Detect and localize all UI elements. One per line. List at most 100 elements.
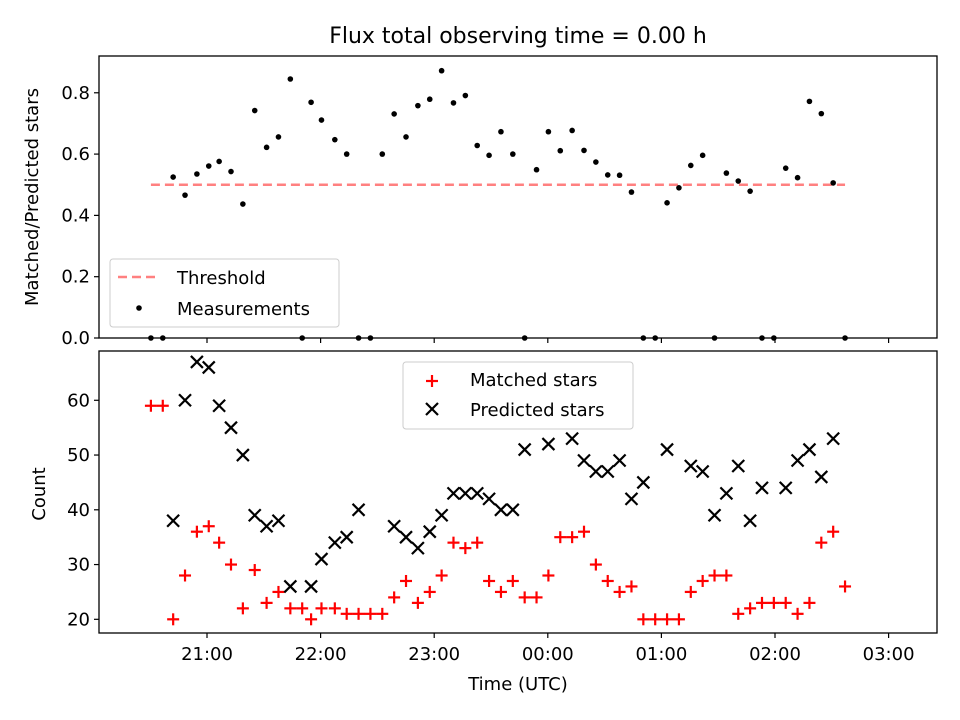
matched-star-point [566,531,579,544]
predicted-star-point [339,530,354,544]
measurement-point [711,335,718,341]
measurement-point [830,180,836,186]
measurement-point [474,142,481,149]
top-legend-box [109,258,340,328]
measurement-point [664,200,670,206]
measurement-point [687,162,694,169]
bottom-panel: 20 30 40 50 60 21:00 22:00 23:00 00:00 01:00 02:0… [29,350,938,665]
x-tick-label: 02:00 [749,644,801,665]
legend-matched-swatch [426,375,438,387]
measurement-point [818,110,825,117]
measurement-point [569,127,575,134]
x-axis-label: Time (UTC) [467,674,568,695]
matched-star-point [305,613,318,626]
top-y-tick-label: 0.6 [61,144,90,165]
matched-star-point [767,596,780,609]
predicted-star-point [695,464,710,479]
matched-star-point [625,580,638,593]
predicted-star-point [707,508,722,523]
predicted-star-point [212,398,226,413]
measurement-point [391,111,397,117]
matched-star-point [708,569,721,582]
matched-star-point [732,607,745,620]
matched-star-point [494,585,507,598]
predicted-star-point [826,431,840,446]
matched-star-point [236,602,249,615]
measurement-point [699,152,706,159]
matched-star-point [144,399,157,412]
predicted-star-point [224,420,238,435]
x-tick-label: 00:00 [522,644,574,665]
measurement-point [343,151,350,157]
bottom-y-tick-label: 20 [67,609,90,630]
predicted-star-point [283,579,298,594]
measurement-point [794,174,801,181]
top-x-ticks [206,338,890,343]
matched-star-point [260,596,273,609]
matched-star-point [720,569,733,582]
predicted-star-point [517,442,532,457]
measurement-point [318,117,325,123]
matched-star-point [376,607,389,620]
top-y-ticks: 0.0 0.2 0.4 0.6 0.8 [61,83,99,349]
matched-star-point [839,580,852,593]
predicted-star-point [399,530,413,544]
predicted-star-point [190,355,204,369]
matched-star-point [815,536,828,549]
bottom-legend: Matched stars Predicted stars [402,361,634,430]
matched-star-point [435,569,448,582]
top-panel: 0.00.20.40.60.8 Matched/Predicted stars … [22,55,938,349]
matched-star-point [156,399,169,412]
predicted-star-point [589,464,603,479]
measurement-point [426,96,433,103]
top-axes-frame [98,55,938,339]
predicted-star-point [541,437,556,451]
predicted-star-point [387,519,401,534]
matched-star-point [483,574,496,587]
measurement-point [308,99,314,106]
predicted-star-point [351,503,366,517]
matched-star-point [190,525,203,538]
x-tick-label: 21:00 [181,644,233,665]
predicted-star-point [482,492,496,506]
measurement-point [640,335,647,341]
measurement-point [593,159,599,165]
matched-star-point [225,558,238,571]
matched-star-point [471,536,484,549]
bottom-data-layer [144,355,852,626]
predicted-star-point [470,486,484,501]
measurement-point [462,92,469,99]
matched-star-point [400,574,413,587]
top-y-tick-label: 0.0 [61,328,90,349]
matched-star-point [179,569,192,582]
matched-star-point [554,531,567,544]
measurement-point [521,335,528,341]
measurement-point [557,147,564,154]
x-tick-label: 22:00 [295,644,347,665]
measurement-point [355,335,362,341]
predicted-star-point [814,470,829,484]
matched-star-point [284,602,297,615]
matched-star-point [296,602,309,615]
matched-star-point [542,569,555,582]
predicted-star-point [624,492,639,506]
matched-star-point [589,558,602,571]
measurement-point [379,151,386,157]
measurement-point [604,172,611,178]
legend-threshold-label: Threshold [176,268,266,289]
predicted-star-point [236,448,250,462]
predicted-star-point [178,393,192,408]
bottom-y-tick-label: 50 [67,445,90,466]
measurement-point [533,166,540,173]
predicted-star-point [755,481,769,495]
predicted-star-point [743,513,757,528]
matched-star-point [578,525,591,538]
measurement-point [228,168,234,175]
matched-star-point [791,607,804,620]
legend-measurements-label: Measurements [177,299,310,320]
bottom-y-tick-label: 30 [67,555,90,576]
matched-star-point [601,574,614,587]
top-y-tick-label: 0.8 [61,83,90,104]
bottom-y-axis-label: Count [29,467,50,520]
